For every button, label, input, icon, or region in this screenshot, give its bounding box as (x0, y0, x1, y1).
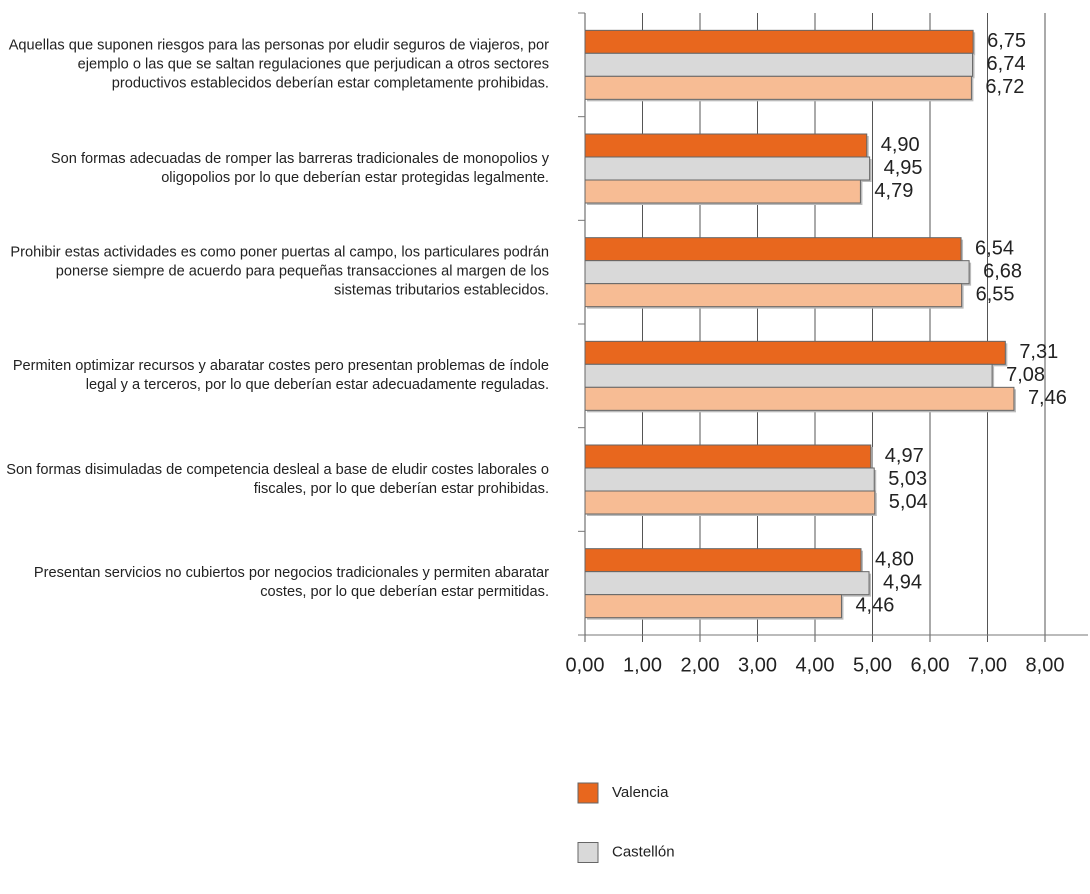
category-label: Son formas disimuladas de competencia de… (6, 461, 549, 497)
bar (584, 260, 970, 285)
value-label: 4,80 (875, 548, 914, 570)
bar (584, 52, 974, 77)
value-label: 6,75 (987, 30, 1026, 52)
x-tick-label: 2,00 (681, 654, 720, 676)
value-label: 5,03 (888, 468, 927, 490)
category-label: Permiten optimizar recursos y abaratar c… (12, 357, 549, 393)
value-label: 7,31 (1019, 341, 1058, 363)
value-label: 6,68 (983, 260, 1022, 282)
bar (584, 363, 993, 388)
value-label: 4,90 (881, 134, 920, 156)
bar (584, 29, 974, 54)
bar (584, 490, 876, 515)
legend-label: Castellón (612, 843, 675, 860)
legend-label: Valencia (612, 784, 669, 801)
bar (584, 133, 868, 158)
value-label: 7,46 (1028, 387, 1067, 409)
x-tick-label: 6,00 (911, 654, 950, 676)
bar (584, 386, 1015, 411)
x-tick-label: 8,00 (1026, 654, 1065, 676)
x-tick-label: 7,00 (968, 654, 1007, 676)
bar (584, 571, 870, 596)
bar (584, 444, 872, 469)
value-label: 5,04 (889, 491, 928, 513)
value-label: 4,94 (883, 571, 922, 593)
x-tick-label: 5,00 (853, 654, 892, 676)
bar (584, 340, 1006, 365)
value-label: 4,79 (874, 180, 913, 202)
x-tick-label: 0,00 (566, 654, 605, 676)
value-label: 6,55 (976, 283, 1015, 305)
category-label: Aquellas que suponen riesgos para las pe… (8, 37, 549, 92)
bar (584, 548, 862, 573)
category-label: Presentan servicios no cubiertos por neg… (33, 565, 549, 601)
bar (584, 75, 972, 100)
category-label: Prohibir estas actividades es como poner… (10, 244, 549, 299)
value-label: 6,54 (975, 237, 1014, 259)
bar (584, 467, 875, 492)
value-label: 4,95 (884, 157, 923, 179)
value-label: 4,97 (885, 445, 924, 467)
value-label: 4,46 (855, 594, 894, 616)
x-tick-label: 1,00 (623, 654, 662, 676)
value-label: 6,74 (987, 53, 1026, 75)
bar (584, 594, 842, 619)
x-tick-label: 4,00 (796, 654, 835, 676)
x-tick-label: 3,00 (738, 654, 777, 676)
legend-swatch (577, 782, 599, 804)
bar (584, 237, 962, 262)
bar (584, 156, 871, 181)
bar (584, 179, 861, 204)
value-label: 6,72 (985, 76, 1024, 98)
value-label: 7,08 (1006, 364, 1045, 386)
category-label: Son formas adecuadas de romper las barre… (50, 150, 549, 186)
bar (584, 283, 963, 308)
legend-swatch (577, 842, 599, 863)
